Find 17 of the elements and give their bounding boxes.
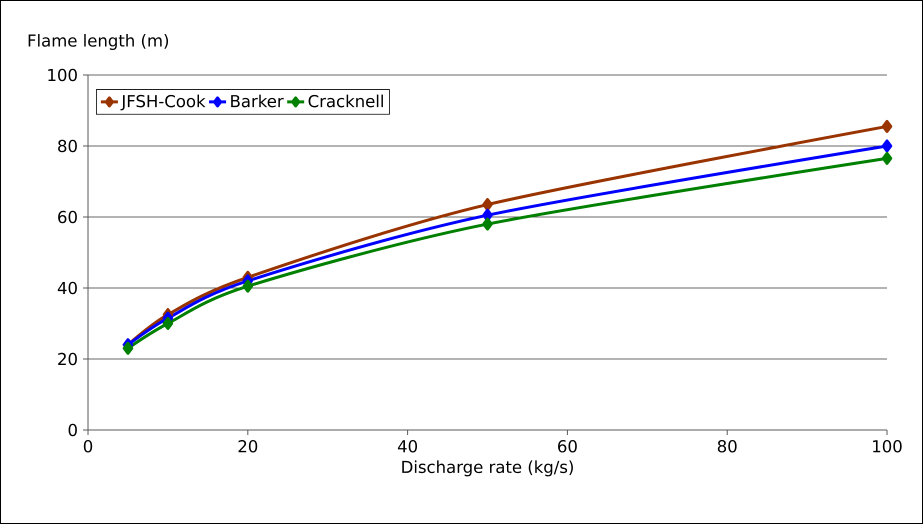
x-tick-label: 20: [238, 440, 258, 452]
legend-label: Barker: [231, 94, 284, 108]
legend-label: Cracknell: [308, 94, 383, 108]
x-tick-label: 0: [84, 440, 92, 452]
y-tick-label: 80: [58, 140, 77, 152]
x-tick-label: 60: [558, 440, 577, 452]
x-tick-label: 40: [398, 440, 418, 452]
y-tick-label: 60: [58, 210, 77, 224]
x-tick-label: 80: [718, 440, 737, 452]
y-tick-label: 0: [68, 424, 77, 436]
x-axis-title: Discharge rate (kg/s): [402, 460, 573, 476]
y-tick-label: 100: [48, 68, 77, 82]
legend-label: JFSH-Cook: [120, 94, 206, 110]
y-axis-title: Flame length (m): [28, 34, 168, 50]
y-tick-label: 20: [58, 352, 77, 366]
y-tick-label: 40: [58, 282, 77, 294]
x-tick-label: 100: [873, 440, 902, 452]
